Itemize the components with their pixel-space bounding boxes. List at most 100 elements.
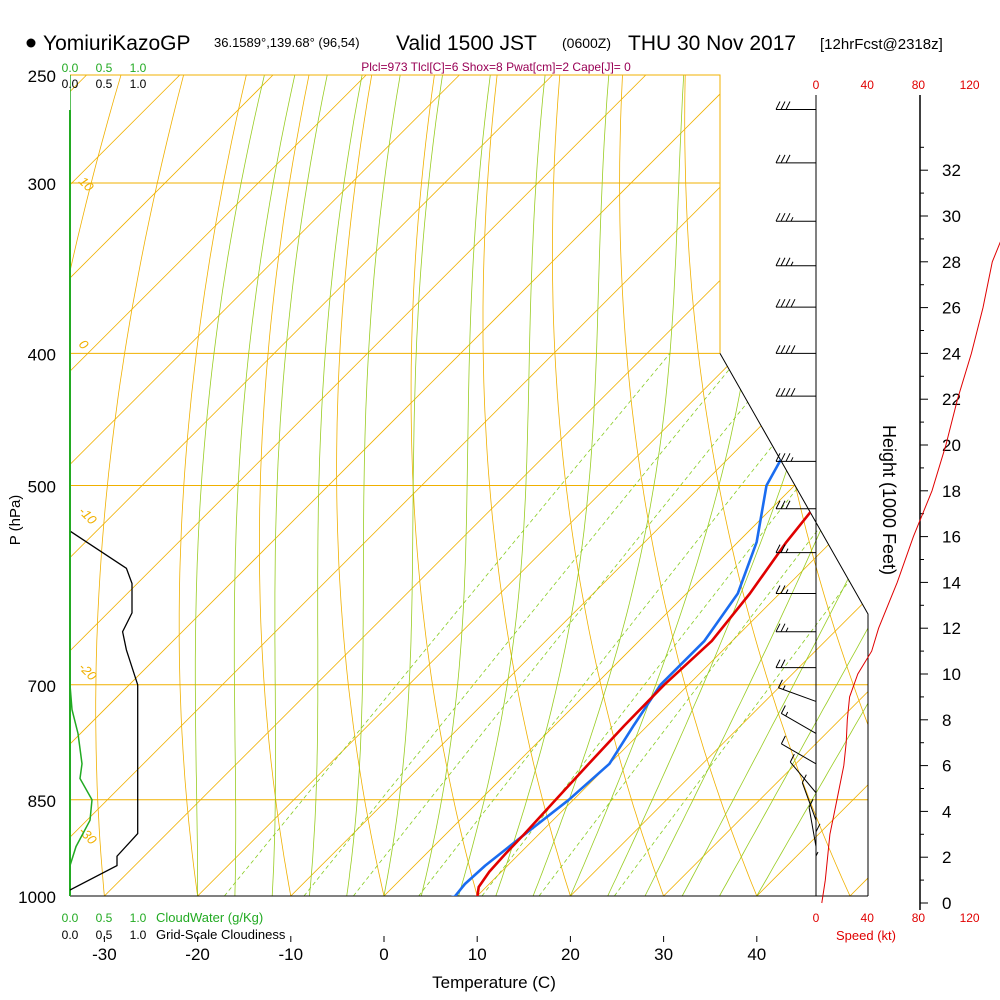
wind-barb — [775, 212, 816, 222]
dry-adiabat-line — [259, 75, 310, 896]
forecast-run: [12hrFcst@2318z] — [820, 36, 943, 53]
mixing-ratio-label: 20 — [608, 892, 628, 913]
dry-adiabat-label: 10 — [752, 368, 783, 399]
wind-barb — [808, 799, 817, 847]
cloud-scale-label: 0.5 — [96, 928, 113, 942]
mixing-ratio-line — [224, 353, 671, 896]
wind-barb — [775, 585, 816, 594]
cloudiness-line — [70, 530, 139, 891]
dry-adiabat-label: -10 — [76, 504, 100, 528]
pressure-tick-label: 300 — [28, 175, 56, 194]
stability-indices: Plcl=973 Tlcl[C]=6 Shox=8 Pwat[cm]=2 Cap… — [361, 60, 631, 74]
temperature-tick-label: -20 — [185, 945, 210, 964]
pressure-tick-label: 500 — [28, 478, 56, 497]
height-tick-label: 6 — [942, 757, 951, 776]
mixing-ratio-label: 8 — [476, 896, 491, 912]
cloud-scale-label: 0.0 — [62, 61, 79, 75]
mixing-ratio-line — [418, 353, 847, 896]
cloudiness-legend: Grid-Scale Cloudiness — [156, 927, 286, 942]
isotherm-line — [849, 75, 868, 896]
cloud-scale-label: 0.0 — [62, 911, 79, 925]
pressure-tick-label: 1000 — [18, 888, 56, 907]
cloudwater-line — [70, 75, 93, 866]
wind-barb — [815, 851, 819, 896]
mixing-ratio-label: 12 — [533, 892, 553, 913]
dry-adiabat-label: 10 — [76, 174, 97, 195]
temperature-tick-label: 30 — [654, 945, 673, 964]
pressure-tick-label: 850 — [28, 792, 56, 811]
moist-adiabat-line — [383, 75, 443, 896]
moist-adiabat-line — [233, 75, 296, 896]
temperature-tick-label: -10 — [279, 945, 304, 964]
height-tick-label: 18 — [942, 482, 961, 501]
height-tick-label: 22 — [942, 390, 961, 409]
wind-barb — [780, 705, 817, 734]
speed-tick-label: 120 — [960, 78, 980, 92]
height-tick-label: 4 — [942, 802, 951, 821]
wind-barb — [775, 298, 816, 308]
height-tick-label: 32 — [942, 161, 961, 180]
wind-barb — [815, 823, 821, 872]
isotherm-line — [70, 75, 274, 896]
cloud-scale-label: 0.0 — [62, 77, 79, 91]
dry-adiabat-line — [551, 75, 664, 896]
wind-barb — [775, 345, 816, 354]
cloud-scale-label: 0.0 — [62, 928, 79, 942]
isotherm-line — [663, 75, 868, 896]
height-axis-title: Height (1000 Feet) — [879, 425, 899, 575]
moist-adiabat-line — [495, 75, 610, 896]
wind-barb — [775, 101, 816, 111]
moist-adiabat-line — [756, 75, 868, 896]
dewpoint-surface-marker — [449, 895, 457, 896]
wind-barb — [775, 500, 816, 510]
valid-date: THU 30 Nov 2017 — [628, 32, 796, 55]
wind-barb — [775, 154, 816, 164]
height-tick-label: 30 — [942, 207, 961, 226]
wind-barb — [801, 774, 817, 821]
temperature-line — [475, 108, 868, 896]
dry-adiabat-label: 30 — [846, 548, 877, 579]
wind-barb — [775, 453, 816, 462]
wind-barb — [775, 623, 816, 633]
profiles — [70, 75, 868, 896]
speed-tick-label: 40 — [861, 911, 875, 925]
height-tick-label: 14 — [942, 573, 961, 592]
dry-adiabat-line — [410, 75, 478, 896]
moist-adiabat-line — [681, 75, 868, 896]
dry-adiabat-label: 20 — [796, 455, 828, 487]
isotherm-line — [70, 75, 833, 896]
temperature-tick-label: -30 — [92, 945, 117, 964]
speed-tick-label: 40 — [861, 78, 875, 92]
temperature-tick-label: 40 — [747, 945, 766, 964]
speed-tick-label: 80 — [912, 78, 926, 92]
wind-barb — [775, 544, 816, 554]
temperature-surface-marker — [473, 895, 481, 896]
isotherm-line — [70, 75, 647, 896]
height-tick-label: 12 — [942, 619, 961, 638]
dry-adiabat-line — [810, 75, 868, 896]
wind-barb — [777, 679, 817, 702]
dry-adiabat-label: 0 — [728, 235, 751, 258]
wind-barb — [789, 753, 817, 794]
moist-adiabat-line — [309, 75, 363, 896]
height-tick-label: 26 — [942, 299, 961, 318]
mixing-ratio-label: 3 — [347, 896, 362, 912]
pressure-tick-label: 250 — [28, 67, 56, 86]
height-tick-label: 8 — [942, 711, 951, 730]
station-coords: 36.1589°,139.68° (96,54) — [214, 35, 360, 50]
isotherm-line — [197, 75, 868, 896]
wind-barb — [775, 387, 816, 397]
cloud-scale-label: 1.0 — [130, 77, 147, 91]
moist-adiabat-line — [644, 75, 868, 896]
moist-adiabat-line — [194, 75, 265, 896]
isotherm-line — [70, 75, 553, 896]
mixing-ratio-line — [614, 353, 868, 896]
wind-barbs — [775, 101, 821, 896]
temperature-tick-label: 0 — [379, 945, 388, 964]
cloud-scale-label: 1.0 — [130, 911, 147, 925]
speed-legend: Speed (kt) — [836, 928, 896, 943]
cloud-scale-label: 0.5 — [96, 911, 113, 925]
moist-adiabat-line — [532, 75, 685, 896]
